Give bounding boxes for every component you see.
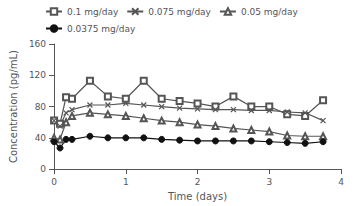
svg-text:80: 80 (35, 102, 47, 112)
svg-text:0.0375 mg/day: 0.0375 mg/day (67, 24, 136, 34)
svg-text:1: 1 (123, 177, 129, 187)
svg-text:0.075 mg/day: 0.075 mg/day (148, 7, 211, 17)
svg-text:160: 160 (29, 39, 46, 49)
svg-text:0: 0 (40, 164, 46, 174)
svg-text:Time (days): Time (days) (167, 191, 227, 202)
svg-text:0: 0 (51, 177, 57, 187)
svg-text:40: 40 (35, 133, 47, 143)
svg-text:0.05 mg/day: 0.05 mg/day (241, 7, 299, 17)
svg-text:0.1 mg/day: 0.1 mg/day (67, 7, 119, 17)
svg-text:3: 3 (266, 177, 272, 187)
svg-text:2: 2 (195, 177, 201, 187)
svg-text:4: 4 (338, 177, 344, 187)
svg-text:120: 120 (29, 70, 46, 80)
svg-text:Concentration (pg/mL): Concentration (pg/mL) (8, 50, 19, 163)
